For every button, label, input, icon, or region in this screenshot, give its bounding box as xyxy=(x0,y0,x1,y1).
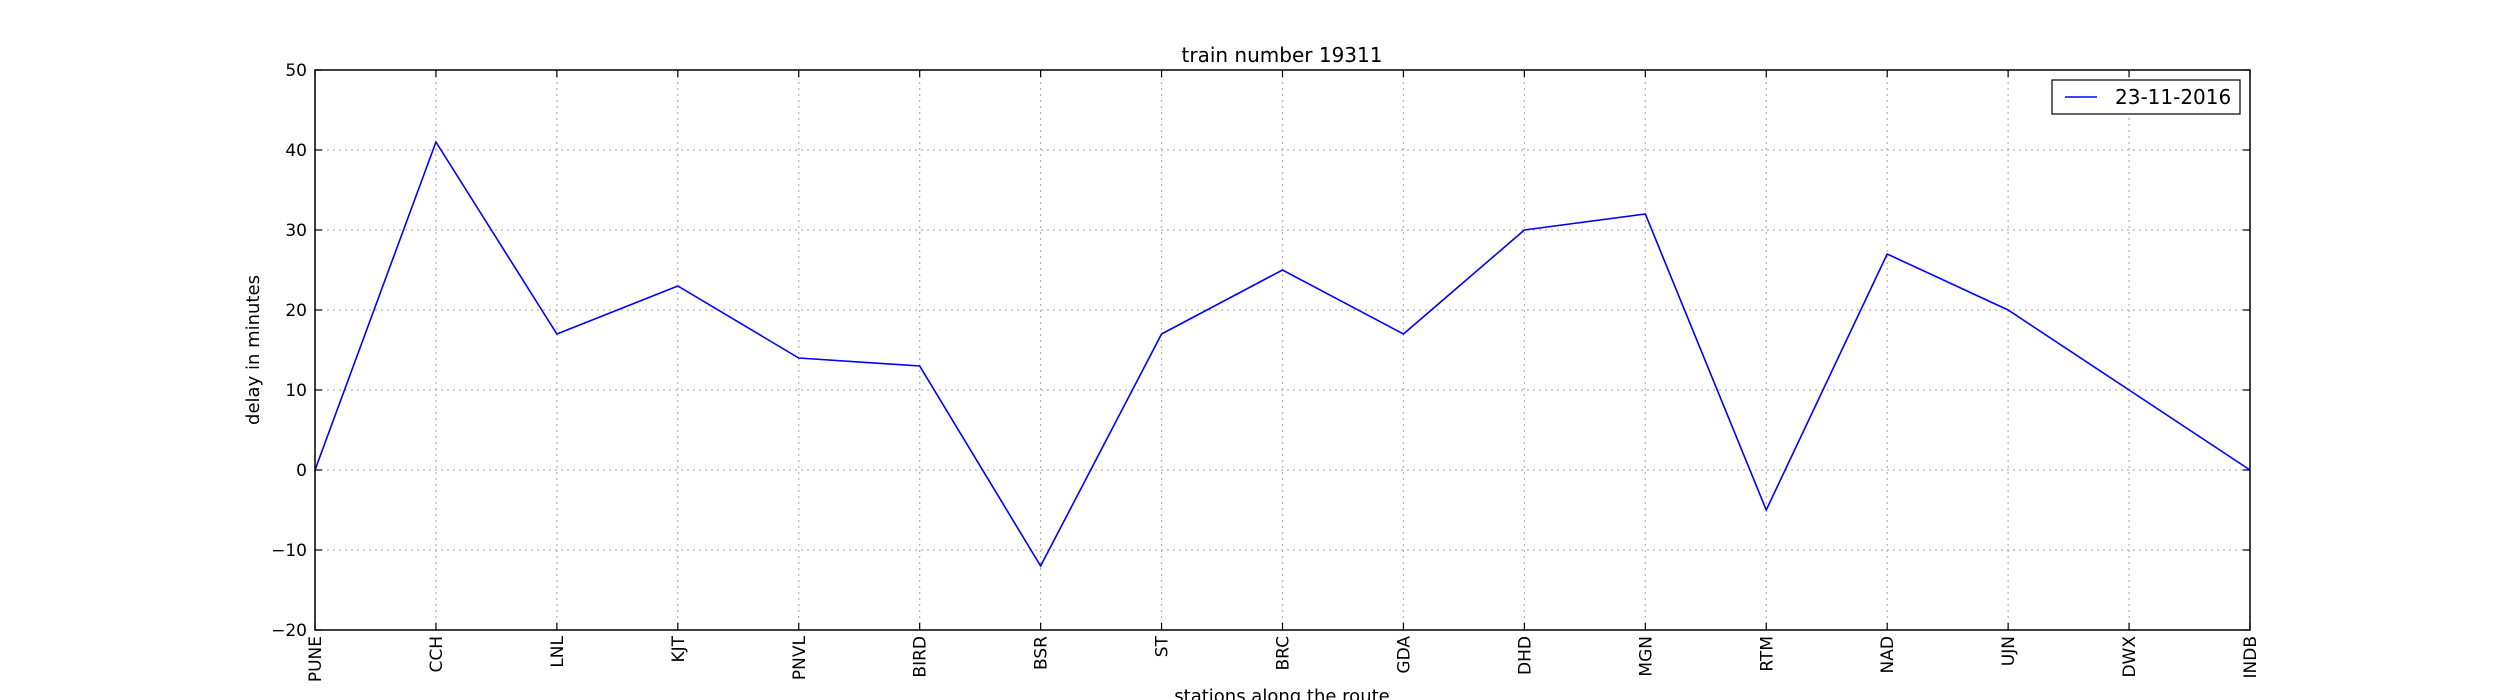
legend-label: 23-11-2016 xyxy=(2115,85,2231,109)
x-tick-label: MGN xyxy=(1636,636,1656,677)
y-tick-label: 50 xyxy=(285,61,307,81)
x-tick-label: CCH xyxy=(427,636,447,673)
x-tick-label: DHD xyxy=(1515,636,1535,675)
legend: 23-11-2016 xyxy=(2051,79,2241,115)
x-axis-ticks: PUNE CCH LNL KJT PNVL BIRD BSR ST BRC GDA DHD MGN RT… xyxy=(306,70,2261,682)
y-axis-label: delay in minutes xyxy=(243,275,264,425)
x-tick-label: LNL xyxy=(548,635,568,667)
x-axis-label: stations along the route xyxy=(1174,686,1389,700)
x-tick-label: GDA xyxy=(1394,636,1414,674)
grid-lines xyxy=(314,69,2251,631)
y-tick-label: 0 xyxy=(296,461,307,481)
series-layer xyxy=(314,140,2251,568)
chart-title: train number 19311 xyxy=(1182,43,1383,67)
y-tick-label: 40 xyxy=(285,141,307,161)
x-tick-label: RTM xyxy=(1757,636,1777,672)
y-tick-label: −20 xyxy=(271,621,307,641)
x-tick-label: UJN xyxy=(1999,636,2019,666)
x-tick-label: PNVL xyxy=(790,635,810,680)
x-tick-label: DWX xyxy=(2120,636,2140,678)
x-tick-label: NAD xyxy=(1878,636,1898,673)
x-tick-label: PUNE xyxy=(306,636,326,682)
y-tick-label: 30 xyxy=(285,221,307,241)
x-tick-label: ST xyxy=(1153,635,1173,657)
x-tick-label: BSR xyxy=(1032,636,1052,670)
y-tick-label: 10 xyxy=(285,381,307,401)
y-tick-label: −10 xyxy=(271,541,307,561)
x-tick-label: KJT xyxy=(669,635,689,662)
y-tick-label: 20 xyxy=(285,301,307,321)
x-tick-label: BIRD xyxy=(911,636,931,678)
series-line xyxy=(314,140,2251,568)
x-tick-label: INDB xyxy=(2241,636,2261,678)
y-axis-ticks: −20 −10 0 10 20 30 40 50 xyxy=(271,61,2250,641)
x-tick-label: BRC xyxy=(1274,636,1294,671)
